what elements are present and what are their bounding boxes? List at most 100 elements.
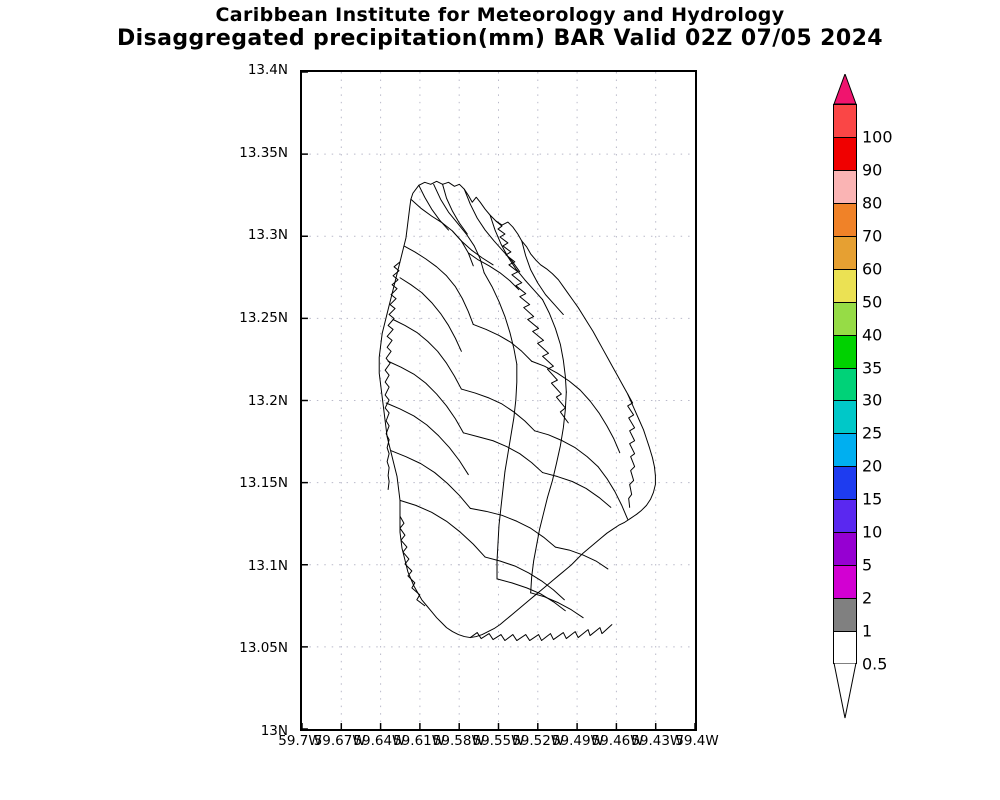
x-axis-tick-label: 59.49W [551,733,604,749]
internal-boundary [472,323,533,362]
x-axis-tick-label: 59.52W [512,733,565,749]
internal-boundary [496,578,566,612]
internal-boundary [399,277,462,352]
internal-boundary [460,388,536,432]
y-axis-tick-label: 13.1N [247,557,288,574]
colorbar-tick-label: 60 [862,259,883,279]
internal-boundary [442,183,468,235]
barbados-map-outline [378,180,656,642]
y-axis-tick-label: 13.15N [239,475,288,492]
colorbar-tick-label: 10 [862,522,883,542]
internal-boundary [547,391,567,498]
x-axis-tick-label: 59.4W [675,733,719,749]
map-plot-area[interactable] [300,70,697,731]
coastline [378,180,656,639]
internal-boundary [597,466,629,520]
internal-boundary [521,240,564,316]
colorbar-under-arrow [833,663,857,719]
x-axis-tick-label: 59.55W [472,733,525,749]
internal-boundary [462,432,544,474]
y-axis: 13.4N 13.35N 13.3N 13.25N 13.2N 13.15N 13.1N 13… [0,62,296,739]
colorbar-tick-label: 2 [862,588,873,608]
internal-boundary [531,360,591,402]
colorbar-segment [834,632,856,665]
internal-boundary [387,360,464,434]
internal-boundary [589,400,621,454]
x-axis-tick-label: 59.67W [313,733,366,749]
east-coast-detail [495,220,569,424]
colorbar-over-arrow [833,74,857,105]
colorbar-segment [834,105,856,138]
internal-boundary [433,183,485,274]
internal-boundary [483,272,518,365]
internal-boundary [484,556,565,601]
colorbar-tick-label: 0.5 [862,654,888,674]
colorbar-tick-label: 70 [862,226,883,246]
internal-boundary [390,450,471,509]
internal-boundary [467,252,520,291]
internal-boundary [542,299,567,393]
internal-boundary [463,188,521,273]
internal-boundary [403,245,474,325]
east-coast-detail-2 [627,393,636,508]
colorbar-tick-label: 90 [862,160,883,180]
internal-boundary [410,198,474,267]
colorbar-segment [834,368,856,402]
colorbar-tick-label: 15 [862,489,883,509]
y-axis-tick-label: 13.25N [239,309,288,326]
colorbar-tick-label: 25 [862,423,883,443]
internal-boundary [385,402,469,476]
x-axis-tick-label: 59.46W [591,733,644,749]
colorbar[interactable] [833,104,857,665]
x-axis-tick-label: 59.64W [353,733,406,749]
internal-boundary [489,214,544,301]
internal-boundary [534,430,599,468]
internal-boundary [469,507,556,548]
colorbar-segment [834,599,856,632]
colorbar-segment [834,533,856,567]
colorbar-segment [834,467,856,501]
x-axis: 59.7W 59.67W 59.64W 59.61W 59.58W 59.55W 59.52… [278,733,718,753]
colorbar-segment [834,236,856,270]
internal-boundary [418,184,450,231]
colorbar-segment [834,401,856,435]
y-axis-tick-label: 13N [260,723,288,739]
colorbar-tick-label: 5 [862,555,873,575]
x-axis-tick-label: 59.61W [393,733,446,749]
internal-boundary [399,499,486,558]
y-axis-tick-label: 13.2N [247,392,288,409]
y-axis-tick-label: 13.05N [239,640,288,657]
internal-boundary [504,363,518,473]
colorbar-segment [834,500,856,534]
colorbar-tick-label: 35 [862,358,883,378]
colorbar-segment [834,269,856,303]
colorbar-tick-label: 50 [862,292,883,312]
internal-boundary [554,546,609,570]
colorbar-labels: 100 90 80 70 60 50 40 35 30 25 20 15 10 5 2 1 0.5 [862,104,942,673]
colorbar-segment [834,566,856,600]
gridlines [302,72,695,729]
south-coast-detail [469,624,613,642]
colorbar-tick-label: 30 [862,390,883,410]
colorbar-segment [834,302,856,336]
y-axis-tick-label: 13.35N [239,144,288,161]
internal-boundary [530,496,548,594]
colorbar-tick-label: 80 [862,193,883,213]
x-axis-tick-label: 59.43W [631,733,684,749]
colorbar-tick-label: 1 [862,621,873,641]
internal-boundary [392,318,462,390]
colorbar-segment [834,137,856,171]
y-axis-tick-label: 13.3N [247,227,288,244]
x-axis-tick-label: 59.58W [432,733,485,749]
chart-subtitle: Caribbean Institute for Meteorology and … [215,4,785,26]
colorbar-tick-label: 40 [862,325,883,345]
title-block: Caribbean Institute for Meteorology and … [0,4,1000,52]
internal-boundary [542,472,612,508]
colorbar-tick-label: 100 [862,127,893,147]
west-coast-detail [384,261,401,490]
internal-boundary [451,230,494,266]
internal-boundary [530,592,584,619]
y-axis-tick-label: 13.4N [247,62,288,78]
colorbar-tick-label: 20 [862,456,883,476]
west-coast-detail-2 [399,515,426,607]
